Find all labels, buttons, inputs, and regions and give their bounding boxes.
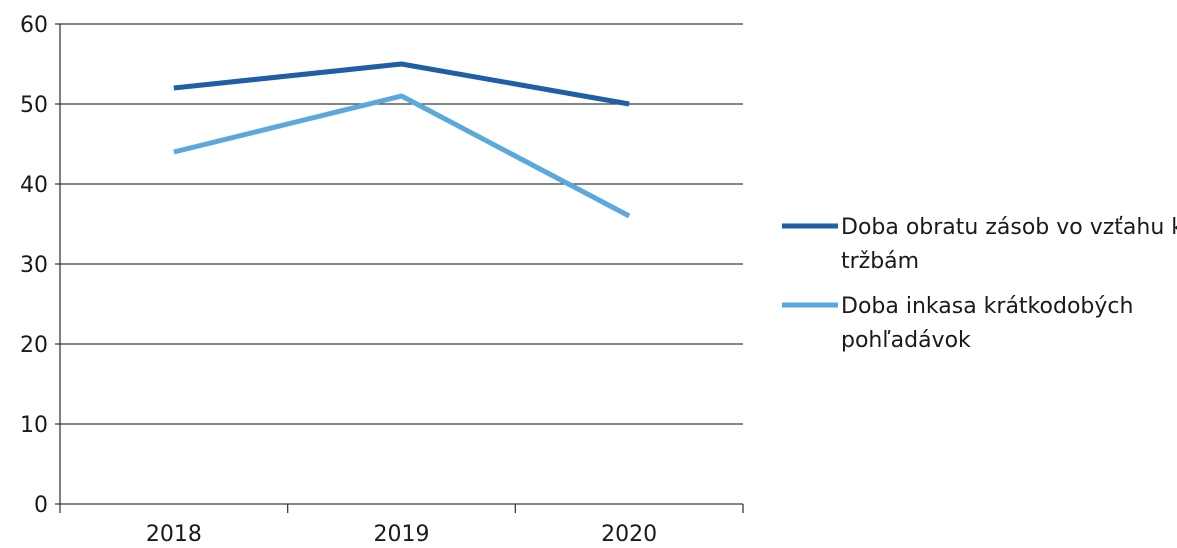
legend-label-1: Doba obratu zásob vo vzťahu k xyxy=(841,215,1177,240)
y-tick-label: 30 xyxy=(20,253,48,278)
x-tick-label: 2019 xyxy=(374,522,430,547)
axes xyxy=(55,23,744,513)
y-tick-label: 10 xyxy=(20,413,48,438)
x-axis-tick-labels: 2018 2019 2020 xyxy=(146,522,657,547)
x-tick-label: 2018 xyxy=(146,522,202,547)
legend-label-2: Doba inkasa krátkodobých xyxy=(841,294,1133,319)
y-tick-label: 20 xyxy=(20,333,48,358)
y-tick-label: 0 xyxy=(34,493,48,518)
legend-label-2: pohľadávok xyxy=(841,328,971,353)
x-tick-label: 2020 xyxy=(601,522,657,547)
y-tick-label: 40 xyxy=(20,173,48,198)
legend: Doba obratu zásob vo vzťahu k tržbám Doba … xyxy=(782,215,1177,353)
series-line-2 xyxy=(173,93,631,219)
gridlines xyxy=(60,23,743,425)
y-axis-tick-labels: 0 10 20 30 40 50 60 xyxy=(20,13,48,518)
y-tick-label: 50 xyxy=(20,93,48,118)
legend-label-1: tržbám xyxy=(841,249,919,274)
y-tick-label: 60 xyxy=(20,13,48,38)
series-line-1 xyxy=(173,61,630,107)
series-lines xyxy=(173,61,631,219)
